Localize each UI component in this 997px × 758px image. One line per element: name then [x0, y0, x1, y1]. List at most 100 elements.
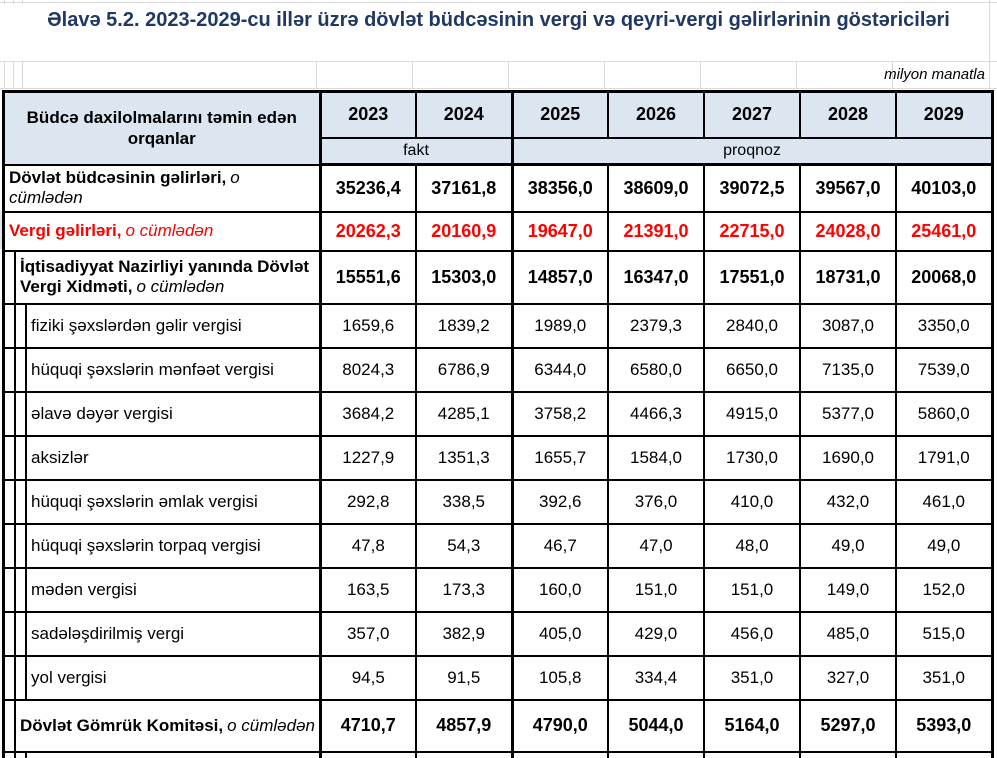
value-cell: 5377,0 — [799, 390, 897, 437]
value-cell: 5297,0 — [799, 698, 897, 753]
value-cell: 21391,0 — [607, 210, 705, 252]
indent-cell — [14, 566, 27, 613]
value-cell: 15551,6 — [319, 249, 417, 305]
indent-cell — [14, 522, 27, 569]
year-header: 2028 — [799, 90, 897, 138]
year-header: 2029 — [895, 90, 993, 138]
value-cell: 151,0 — [703, 566, 801, 613]
row-label-text: yol vergisi — [31, 667, 107, 687]
indent-cell — [14, 610, 27, 657]
gridline — [412, 61, 413, 89]
indent-cell — [14, 750, 27, 758]
value-cell: 3087,0 — [799, 302, 897, 349]
year-header: 2023 — [319, 90, 417, 138]
row-label-suffix: o cümlədən — [125, 221, 214, 240]
partial-row — [2, 750, 993, 758]
value-cell: 54,3 — [415, 522, 513, 569]
gridline — [0, 88, 997, 89]
gridline — [989, 0, 990, 89]
value-cell: 91,5 — [415, 654, 513, 701]
value-cell — [319, 750, 417, 758]
row-label: hüquqi şəxslərin əmlak vergisi — [25, 478, 322, 525]
value-cell: 163,5 — [319, 566, 417, 613]
table-row: İqtisadiyyat Nazirliyi yanında Dövlət Ve… — [2, 249, 993, 305]
value-cell: 2379,3 — [607, 302, 705, 349]
value-cell: 1351,3 — [415, 434, 513, 481]
value-cell: 7135,0 — [799, 346, 897, 393]
gridline — [0, 61, 997, 62]
indent-cell — [2, 750, 16, 758]
indent-cell — [14, 434, 27, 481]
value-cell: 39072,5 — [703, 163, 801, 213]
indent-cell — [2, 698, 16, 753]
row-label-text: mədən vergisi — [31, 579, 137, 599]
gridline — [0, 2, 997, 3]
value-cell: 461,0 — [895, 478, 993, 525]
indent-cell — [14, 390, 27, 437]
value-cell: 5044,0 — [607, 698, 705, 753]
table-row: fiziki şəxslərdən gəlir vergisi 1659,6 183… — [2, 302, 993, 349]
gridline — [4, 61, 5, 89]
row-label-suffix: o cümlədən — [227, 715, 315, 735]
year-header: 2027 — [703, 90, 801, 138]
value-cell: 19647,0 — [510, 210, 609, 252]
value-cell: 327,0 — [799, 654, 897, 701]
row-label: fiziki şəxslərdən gəlir vergisi — [25, 302, 322, 349]
indent-cell — [2, 610, 16, 657]
indent-cell — [2, 566, 16, 613]
value-cell: 37161,8 — [415, 163, 513, 213]
value-cell: 6580,0 — [607, 346, 705, 393]
value-cell: 20160,9 — [415, 210, 513, 252]
value-cell: 1655,7 — [510, 434, 609, 481]
value-cell: 38609,0 — [607, 163, 705, 213]
forecast-label: proqnoz — [510, 136, 993, 166]
value-cell: 94,5 — [319, 654, 417, 701]
indent-cell — [2, 302, 16, 349]
value-cell: 485,0 — [799, 610, 897, 657]
partial-row-body — [2, 750, 993, 758]
value-cell: 151,0 — [607, 566, 705, 613]
row-label: İqtisadiyyat Nazirliyi yanında Dövlət Ve… — [14, 249, 322, 305]
value-cell: 152,0 — [895, 566, 993, 613]
value-cell: 382,9 — [415, 610, 513, 657]
indent-cell — [2, 522, 16, 569]
gridline — [22, 61, 23, 89]
value-cell: 35236,4 — [319, 163, 417, 213]
row-label: hüquqi şəxslərin torpaq vergisi — [25, 522, 322, 569]
value-cell: 15303,0 — [415, 249, 513, 305]
indent-cell — [2, 654, 16, 701]
value-cell: 2840,0 — [703, 302, 801, 349]
gridline — [508, 61, 509, 89]
value-cell: 5393,0 — [895, 698, 993, 753]
value-cell: 47,0 — [607, 522, 705, 569]
row-label: Dövlət Gömrük Komitəsi, o cümlədən — [14, 698, 322, 753]
gridline — [22, 0, 23, 4]
value-cell: 5164,0 — [703, 698, 801, 753]
gridline — [700, 61, 701, 89]
table-body: Dövlət büdcəsinin gəlirləri, o cümlədən 35… — [2, 163, 993, 753]
gridline — [796, 61, 797, 89]
value-cell: 4857,9 — [415, 698, 513, 753]
value-cell: 22715,0 — [703, 210, 801, 252]
value-cell: 376,0 — [607, 478, 705, 525]
row-label-text: sadələşdirilmiş vergi — [31, 623, 185, 643]
value-cell: 1659,6 — [319, 302, 417, 349]
row-label: əlavə dəyər vergisi — [25, 390, 322, 437]
table-row: aksizlər 1227,9 1351,3 1655,7 1584,0 1730,0 16… — [2, 434, 993, 481]
value-cell: 5860,0 — [895, 390, 993, 437]
table-row: sadələşdirilmiş vergi 357,0 382,9 405,0 429,… — [2, 610, 993, 657]
value-cell: 1584,0 — [607, 434, 705, 481]
value-cell: 14857,0 — [510, 249, 609, 305]
year-header: 2024 — [415, 90, 513, 138]
indent-cell — [14, 346, 27, 393]
year-header: 2025 — [510, 90, 609, 138]
value-cell: 6650,0 — [703, 346, 801, 393]
row-label-text: hüquqi şəxslərin torpaq vergisi — [31, 535, 261, 555]
row-label-text: İqtisadiyyat Nazirliyi yanında Dövlət Ve… — [20, 257, 310, 296]
row-label: yol vergisi — [25, 654, 322, 701]
value-cell: 1839,2 — [415, 302, 513, 349]
value-cell — [510, 750, 609, 758]
value-cell: 46,7 — [510, 522, 609, 569]
row-label-text: əlavə dəyər vergisi — [31, 403, 173, 423]
